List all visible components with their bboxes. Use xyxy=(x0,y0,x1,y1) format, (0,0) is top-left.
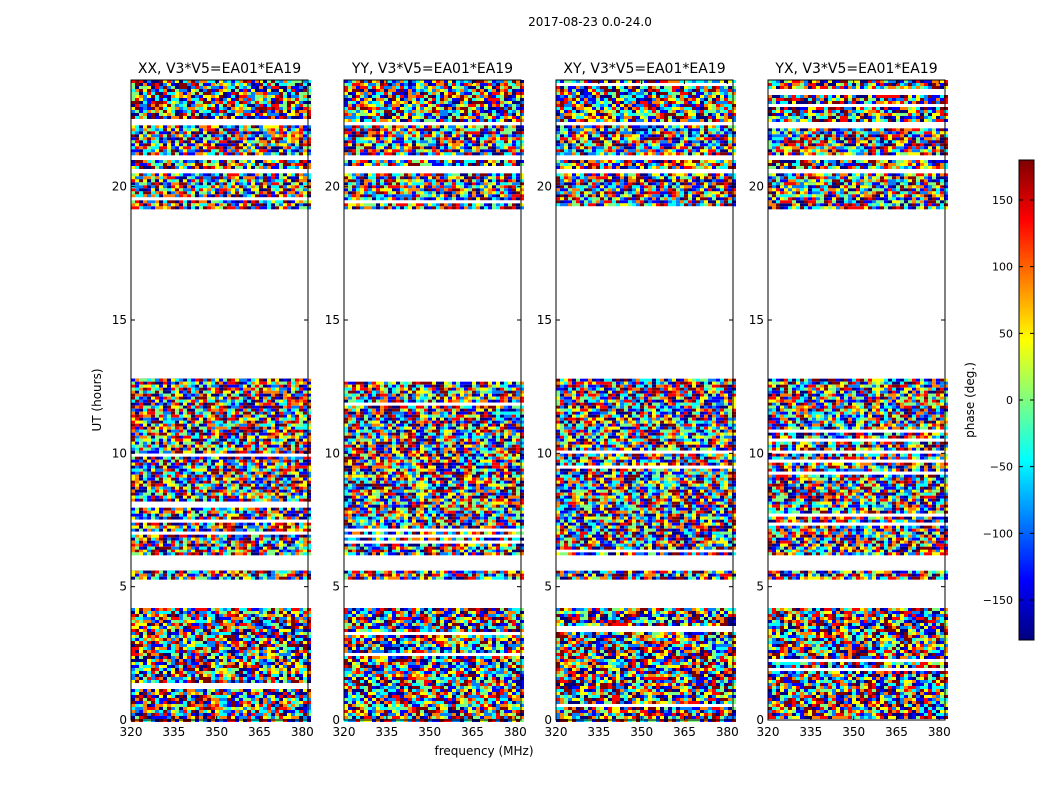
figure: 2017-08-23 0.0-24.0 XX, V3*V5=EA01*EA19 3… xyxy=(0,0,1050,800)
x-tick-label: 365 xyxy=(248,725,271,739)
y-tick-label: 5 xyxy=(119,580,127,594)
y-tick-label: 20 xyxy=(325,180,340,194)
suptitle: 2017-08-23 0.0-24.0 xyxy=(528,15,652,29)
x-tick-label: 350 xyxy=(630,725,653,739)
x-tick-label: 380 xyxy=(291,725,314,739)
x-tick-label: 320 xyxy=(120,725,143,739)
y-tick-label: 15 xyxy=(112,313,127,327)
colorbar-tick-label: −150 xyxy=(983,594,1013,607)
phase-texture xyxy=(556,80,736,722)
y-tick-label: 0 xyxy=(119,713,127,727)
y-tick-label: 0 xyxy=(756,713,764,727)
phase-texture xyxy=(131,80,311,722)
colorbar-tick-label: 0 xyxy=(1006,394,1013,407)
colorbar-tick-label: −50 xyxy=(990,461,1013,474)
y-tick-label: 15 xyxy=(749,313,764,327)
colorbar-tick-label: 150 xyxy=(992,194,1013,207)
panel-title: XY, V3*V5=EA01*EA19 xyxy=(563,61,725,77)
x-tick-label: 320 xyxy=(545,725,568,739)
panel-title: YY, V3*V5=EA01*EA19 xyxy=(351,61,513,77)
x-axis-label: frequency (MHz) xyxy=(434,744,533,758)
panels: XX, V3*V5=EA01*EA19 320 335 350 365 380 0 5 10 15… xyxy=(112,61,951,739)
y-axis-label: UT (hours) xyxy=(90,368,104,431)
panel-xy: XY, V3*V5=EA01*EA19 320 335 350 365 380 0 5 10 15… xyxy=(537,61,739,739)
x-tick-label: 365 xyxy=(885,725,908,739)
y-tick-label: 5 xyxy=(544,580,552,594)
colorbar-label: phase (deg.) xyxy=(963,362,977,438)
x-tick-label: 320 xyxy=(333,725,356,739)
x-tick-label: 365 xyxy=(461,725,484,739)
x-tick-label: 335 xyxy=(799,725,822,739)
y-tick-label: 10 xyxy=(112,446,127,460)
y-tick-label: 20 xyxy=(537,180,552,194)
y-tick-label: 10 xyxy=(749,446,764,460)
colorbar: 150 100 50 0 −50 −100 −150 xyxy=(983,160,1034,640)
x-tick-label: 380 xyxy=(928,725,951,739)
panel-title: YX, V3*V5=EA01*EA19 xyxy=(774,61,937,77)
colorbar-tick-label: 100 xyxy=(992,261,1013,274)
y-tick-label: 10 xyxy=(537,446,552,460)
phase-texture xyxy=(768,80,948,722)
y-tick-label: 0 xyxy=(544,713,552,727)
panel-yx: YX, V3*V5=EA01*EA19 320 335 350 365 380 0 5 10 15… xyxy=(749,61,951,739)
x-tick-label: 350 xyxy=(418,725,441,739)
colorbar-tick-label: 50 xyxy=(999,327,1013,340)
y-tick-label: 20 xyxy=(749,180,764,194)
x-tick-label: 335 xyxy=(162,725,185,739)
x-tick-label: 335 xyxy=(587,725,610,739)
y-tick-label: 10 xyxy=(325,446,340,460)
phase-texture xyxy=(344,80,524,722)
y-tick-label: 15 xyxy=(537,313,552,327)
x-tick-label: 380 xyxy=(716,725,739,739)
y-tick-label: 5 xyxy=(756,580,764,594)
x-tick-label: 365 xyxy=(673,725,696,739)
y-tick-label: 5 xyxy=(332,580,340,594)
panel-title: XX, V3*V5=EA01*EA19 xyxy=(138,61,301,77)
panel-xx: XX, V3*V5=EA01*EA19 320 335 350 365 380 0 5 10 15… xyxy=(112,61,314,739)
x-tick-label: 380 xyxy=(504,725,527,739)
y-tick-label: 0 xyxy=(332,713,340,727)
x-tick-label: 350 xyxy=(842,725,865,739)
y-tick-label: 15 xyxy=(325,313,340,327)
x-tick-label: 335 xyxy=(375,725,398,739)
y-tick-label: 20 xyxy=(112,180,127,194)
panel-yy: YY, V3*V5=EA01*EA19 320 335 350 365 380 0 5 10 15… xyxy=(325,61,527,739)
x-tick-label: 350 xyxy=(205,725,228,739)
x-tick-label: 320 xyxy=(757,725,780,739)
colorbar-tick-label: −100 xyxy=(983,527,1013,540)
